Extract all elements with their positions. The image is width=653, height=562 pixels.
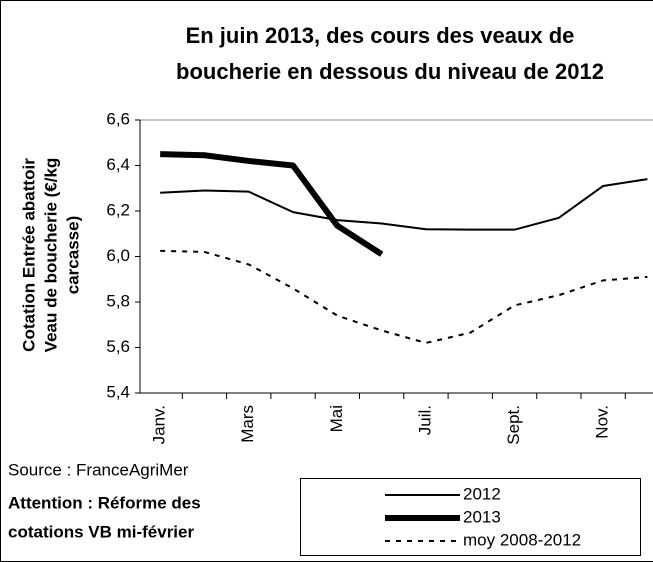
x-tick-label: Nov.: [593, 405, 612, 439]
y-axis-label: Veau de boucherie (€/kg: [41, 158, 60, 353]
x-tick-label: Sept.: [504, 405, 523, 445]
y-tick-label: 5,8: [106, 291, 130, 310]
line-series: [160, 178, 648, 231]
x-tick-label: Juil.: [415, 405, 434, 435]
legend-label: moy 2008-2012: [463, 530, 581, 549]
note: Attention : Réforme des: [8, 493, 201, 512]
legend-label: 2012: [463, 484, 501, 503]
legend-label: 2013: [463, 507, 501, 526]
x-tick-label: Mai: [327, 405, 346, 432]
y-tick-label: 5,4: [106, 382, 130, 401]
x-tick-label: Mars: [238, 405, 257, 443]
line-series: [160, 151, 384, 257]
y-tick-label: 6,2: [106, 200, 130, 219]
source: Source : FranceAgriMer: [8, 460, 189, 479]
y-tick-label: 6,0: [106, 246, 130, 265]
y-tick-label: 6,6: [106, 109, 130, 128]
y-tick-label: 6,4: [106, 155, 130, 174]
y-tick-label: 5,6: [106, 337, 130, 356]
chart-title: boucherie en dessous du niveau de 2012: [176, 59, 604, 84]
x-tick-label: Janv.: [150, 405, 169, 444]
y-axis-label: carcasse): [63, 216, 82, 294]
note: cotations VB mi-février: [8, 522, 194, 541]
legend-box: [300, 478, 641, 556]
chart-title: En juin 2013, des cours des veaux de: [186, 23, 575, 48]
y-axis-label: Cotation Entrée abattoir: [19, 158, 38, 352]
